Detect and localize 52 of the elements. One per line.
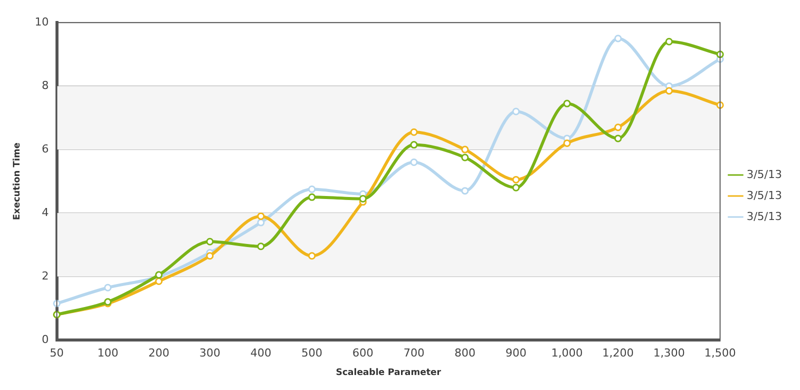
legend-label: 3/5/13 <box>746 188 782 202</box>
point <box>257 242 265 250</box>
x-tick-label: 1,000 <box>551 346 583 360</box>
point <box>512 108 520 116</box>
point <box>512 184 520 192</box>
point <box>563 100 571 108</box>
point <box>410 141 418 149</box>
point <box>614 34 622 42</box>
point <box>206 238 214 246</box>
point <box>614 124 622 132</box>
x-tick-label: 400 <box>250 346 272 360</box>
point <box>308 252 316 260</box>
point <box>410 158 418 166</box>
y-tick-label: 4 <box>42 206 49 219</box>
point <box>206 252 214 260</box>
y-tick-label: 10 <box>34 15 49 28</box>
y-tick-label: 6 <box>42 142 49 156</box>
x-tick-label: 1,500 <box>704 346 736 360</box>
x-tick-label: 1,300 <box>653 346 685 360</box>
point <box>512 176 520 184</box>
point <box>410 128 418 136</box>
x-tick-label: 500 <box>301 346 322 360</box>
y-axis-title: Execution Time <box>12 142 23 220</box>
point <box>563 139 571 147</box>
y-tick-label: 8 <box>42 78 49 92</box>
point <box>614 134 622 142</box>
x-tick-label: 600 <box>352 346 374 360</box>
point <box>155 278 163 286</box>
x-tick-label: 200 <box>148 346 170 360</box>
x-tick-label: 50 <box>50 346 64 360</box>
legend-label: 3/5/13 <box>746 210 782 223</box>
point <box>308 185 316 193</box>
point <box>257 212 265 220</box>
x-tick-label: 900 <box>506 346 526 360</box>
x-tick-label: 700 <box>403 346 424 360</box>
y-tick-label: 2 <box>42 269 49 282</box>
x-tick-label: 800 <box>454 346 476 360</box>
point <box>359 195 367 203</box>
point <box>461 187 469 195</box>
point <box>665 87 673 95</box>
x-axis-title: Scaleable Parameter <box>336 368 442 378</box>
x-tick-label: 100 <box>97 346 118 360</box>
x-tick-label: 300 <box>199 346 220 360</box>
point <box>257 218 265 226</box>
point <box>461 154 469 162</box>
point <box>461 146 469 154</box>
point <box>104 284 112 292</box>
legend-label: 3/5/13 <box>746 168 782 181</box>
x-tick-label: 1,200 <box>602 346 634 360</box>
point <box>665 38 673 46</box>
point <box>308 193 316 201</box>
y-tick-label: 0 <box>42 332 49 346</box>
